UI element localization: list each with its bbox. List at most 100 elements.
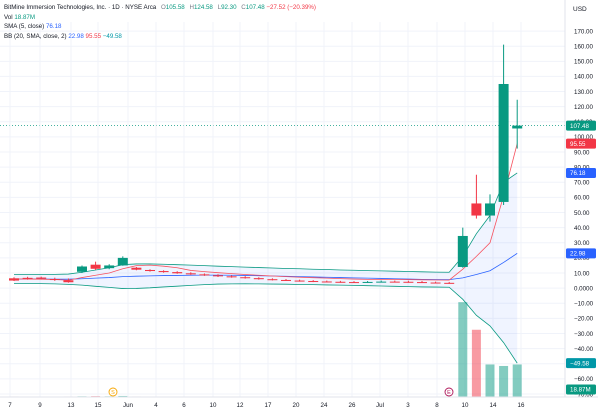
price-tick-label: 130.00 — [574, 89, 593, 96]
price-tick-label: −30.00 — [574, 331, 594, 338]
price-tick-label: 160.00 — [574, 43, 593, 50]
bb-lower-value: −49.58 — [102, 32, 122, 40]
price-tick-label: −20.00 — [574, 316, 594, 323]
candle-body — [172, 272, 183, 274]
candle-body — [485, 203, 495, 216]
time-tick-label: 16 — [518, 402, 525, 409]
event-circle — [444, 387, 454, 397]
candle-body — [185, 273, 196, 275]
time-tick-label: 8 — [435, 402, 439, 409]
indicator-lines — [13, 143, 518, 364]
price-badge-label: 22.98 — [570, 251, 586, 258]
symbol-title[interactable]: BitMine Immersion Technologies, Inc. · 1… — [4, 4, 157, 11]
price-badge — [566, 138, 596, 149]
sma-label: SMA (5, close) — [4, 23, 45, 31]
bb-basis-value: 22.98 — [68, 32, 84, 40]
candle-body — [471, 203, 482, 216]
close-label: C — [241, 4, 246, 11]
candle-body — [63, 280, 74, 283]
time-tick-label: 4 — [154, 402, 158, 409]
time-tick-label: 9 — [38, 402, 42, 409]
price-badge-label: −49.58 — [570, 360, 590, 367]
currency-label[interactable]: USD — [573, 6, 587, 13]
time-axis[interactable]: 7 9 13 15 Jun 4 6 10 12 17 20 24 26 Jul 3 8 10 14 16 — [8, 402, 525, 409]
legend-volume-row[interactable]: Vol 18.87M — [4, 13, 316, 23]
candle-body — [498, 83, 509, 202]
event-letter: E — [447, 390, 451, 396]
earnings-event-icon[interactable]: E — [444, 387, 454, 397]
candle-body — [430, 282, 441, 284]
time-tick-label: Jun — [123, 402, 134, 409]
bb-upper-line — [14, 172, 518, 275]
candle-body — [349, 282, 359, 284]
price-tick-label: −40.00 — [574, 346, 594, 353]
price-tick-label: 40.00 — [574, 225, 590, 232]
time-tick-label: 26 — [349, 402, 356, 409]
time-tick-label: 12 — [237, 402, 244, 409]
volume-bar — [512, 364, 522, 397]
time-tick-label: 17 — [265, 402, 272, 409]
split-event-icon[interactable]: S — [108, 387, 118, 397]
event-circle — [108, 387, 118, 397]
sma-value: 76.18 — [45, 23, 62, 31]
price-badge-label: 95.55 — [570, 141, 586, 148]
bb-lower-line — [14, 283, 518, 364]
candle-body — [131, 267, 142, 270]
price-badge — [566, 248, 596, 259]
price-badge — [566, 358, 596, 369]
time-tick-label: 24 — [321, 402, 328, 409]
chart-grid — [0, 22, 565, 397]
volume-bar — [499, 365, 509, 397]
candle-body — [9, 278, 19, 281]
price-tick-label: 120.00 — [574, 104, 593, 111]
volume-bar — [471, 329, 481, 397]
price-badge-label: 18.87M — [570, 387, 591, 394]
candle-body — [158, 271, 169, 273]
price-tick-label: 10.00 — [574, 270, 590, 277]
candle-body — [77, 266, 87, 272]
candle-body — [145, 269, 155, 272]
candle-body — [417, 282, 427, 284]
time-tick-label: 10 — [210, 402, 217, 409]
close-value: 107.48 — [245, 4, 265, 11]
time-tick-label: 3 — [406, 402, 410, 409]
open-label: O — [160, 4, 166, 11]
candle-body — [90, 264, 101, 269]
high-label: H — [189, 4, 194, 11]
legend-symbol-row: BitMine Immersion Technologies, Inc. · 1… — [4, 3, 316, 13]
price-badges: 107.48 95.55 76.18 22.98 −49.58 18.87M — [566, 120, 596, 395]
price-badge-label: 107.48 — [570, 123, 589, 130]
price-tick-label: −60.00 — [574, 376, 594, 383]
candle-body — [104, 265, 115, 269]
time-tick-label: Jul — [376, 402, 384, 409]
price-badge-label: 76.18 — [570, 170, 586, 177]
time-tick-label: 13 — [68, 402, 75, 409]
candle-body — [213, 275, 223, 277]
price-tick-label: 60.00 — [574, 195, 590, 202]
volume-bar — [485, 364, 495, 397]
low-value: 92.30 — [221, 4, 237, 11]
legend-bb-row[interactable]: BB (20, SMA, close, 2) 22.98 95.55 −49.5… — [4, 32, 316, 42]
time-tick-label: 14 — [490, 402, 497, 409]
price-tick-label: 30.00 — [574, 240, 590, 247]
sma-line — [13, 143, 518, 281]
low-label: L — [217, 4, 222, 11]
price-tick-label: 70.00 — [574, 180, 590, 187]
volume-bar — [118, 395, 128, 397]
candle-body — [444, 282, 455, 284]
candle-body — [362, 281, 373, 283]
volume-bar — [458, 302, 468, 397]
price-tick-label: −70.00 — [574, 391, 594, 398]
candle-body — [199, 274, 210, 276]
candle-body — [117, 257, 128, 266]
candle-body — [512, 125, 523, 129]
legend-sma-row[interactable]: SMA (5, close) 76.18 — [4, 22, 316, 32]
bb-label: BB (20, SMA, close, 2) — [4, 32, 67, 40]
candle-body — [267, 279, 278, 281]
candle-body — [389, 281, 400, 283]
time-tick-label: 15 — [95, 402, 102, 409]
chart-legend: BitMine Immersion Technologies, Inc. · 1… — [4, 3, 316, 41]
